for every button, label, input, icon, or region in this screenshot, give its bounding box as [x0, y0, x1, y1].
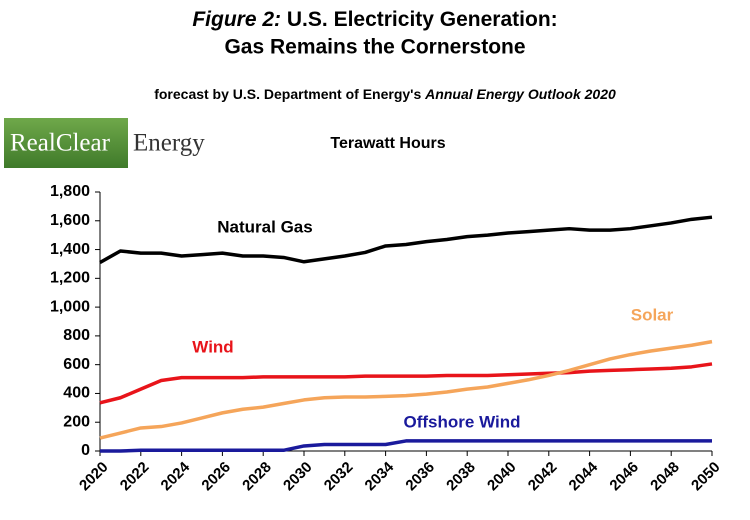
x-tick-label: 2034	[362, 458, 398, 494]
subtitle-italic: Annual Energy Outlook 2020	[424, 86, 616, 102]
x-tick-label: 2046	[606, 459, 642, 495]
y-tick-label: 1,600	[50, 212, 90, 229]
x-tick-label: 2040	[484, 459, 520, 495]
x-tick-label: 2038	[443, 459, 479, 495]
subtitle: forecast by U.S. Department of Energy's …	[154, 86, 616, 102]
series-label: Solar	[631, 305, 674, 324]
x-tick-label: 2048	[647, 459, 683, 495]
x-tick-label: 2028	[239, 459, 275, 495]
title-text: U.S. Electricity Generation:	[287, 8, 558, 31]
logo-left: RealClear	[10, 130, 111, 157]
subtitle-text: forecast by U.S. Department of Energy's	[154, 86, 421, 102]
y-tick-label: 1,200	[50, 270, 90, 287]
y-tick-label: 800	[63, 327, 90, 344]
series-label: Wind	[192, 337, 233, 356]
x-tick-label: 2024	[158, 458, 194, 494]
series-line	[99, 215, 713, 265]
chart-title: Figure 2: U.S. Electricity Generation:	[192, 8, 557, 31]
x-tick-label: 2020	[76, 459, 112, 495]
series-label: Natural Gas	[217, 217, 312, 236]
series-line	[100, 439, 712, 453]
title-prefix: Figure 2:	[192, 8, 281, 31]
y-tick-label: 1,000	[50, 298, 90, 315]
x-tick-label: 2044	[566, 458, 602, 494]
series-line	[99, 339, 713, 440]
y-tick-label: 1,400	[50, 241, 90, 258]
series-line	[99, 362, 713, 405]
logo-box	[4, 118, 128, 168]
y-tick-label: 600	[63, 356, 90, 373]
y-tick-label: 0	[81, 442, 90, 459]
x-tick-label: 2022	[117, 459, 153, 495]
x-tick-label: 2050	[688, 459, 724, 495]
x-tick-label: 2026	[198, 459, 234, 495]
x-tick-label: 2042	[525, 459, 561, 495]
series-label: Offshore Wind	[404, 412, 521, 431]
y-tick-label: 200	[63, 413, 90, 430]
y-tick-label: 1,800	[50, 183, 90, 200]
y-tick-label: 400	[63, 385, 90, 402]
logo-right: Energy	[133, 130, 205, 157]
chart-title-line2: Gas Remains the Cornerstone	[224, 36, 525, 59]
y-axis-label: Terawatt Hours	[330, 135, 445, 152]
x-tick-label: 2036	[402, 459, 438, 495]
x-tick-label: 2030	[280, 459, 316, 495]
x-tick-label: 2032	[321, 459, 357, 495]
